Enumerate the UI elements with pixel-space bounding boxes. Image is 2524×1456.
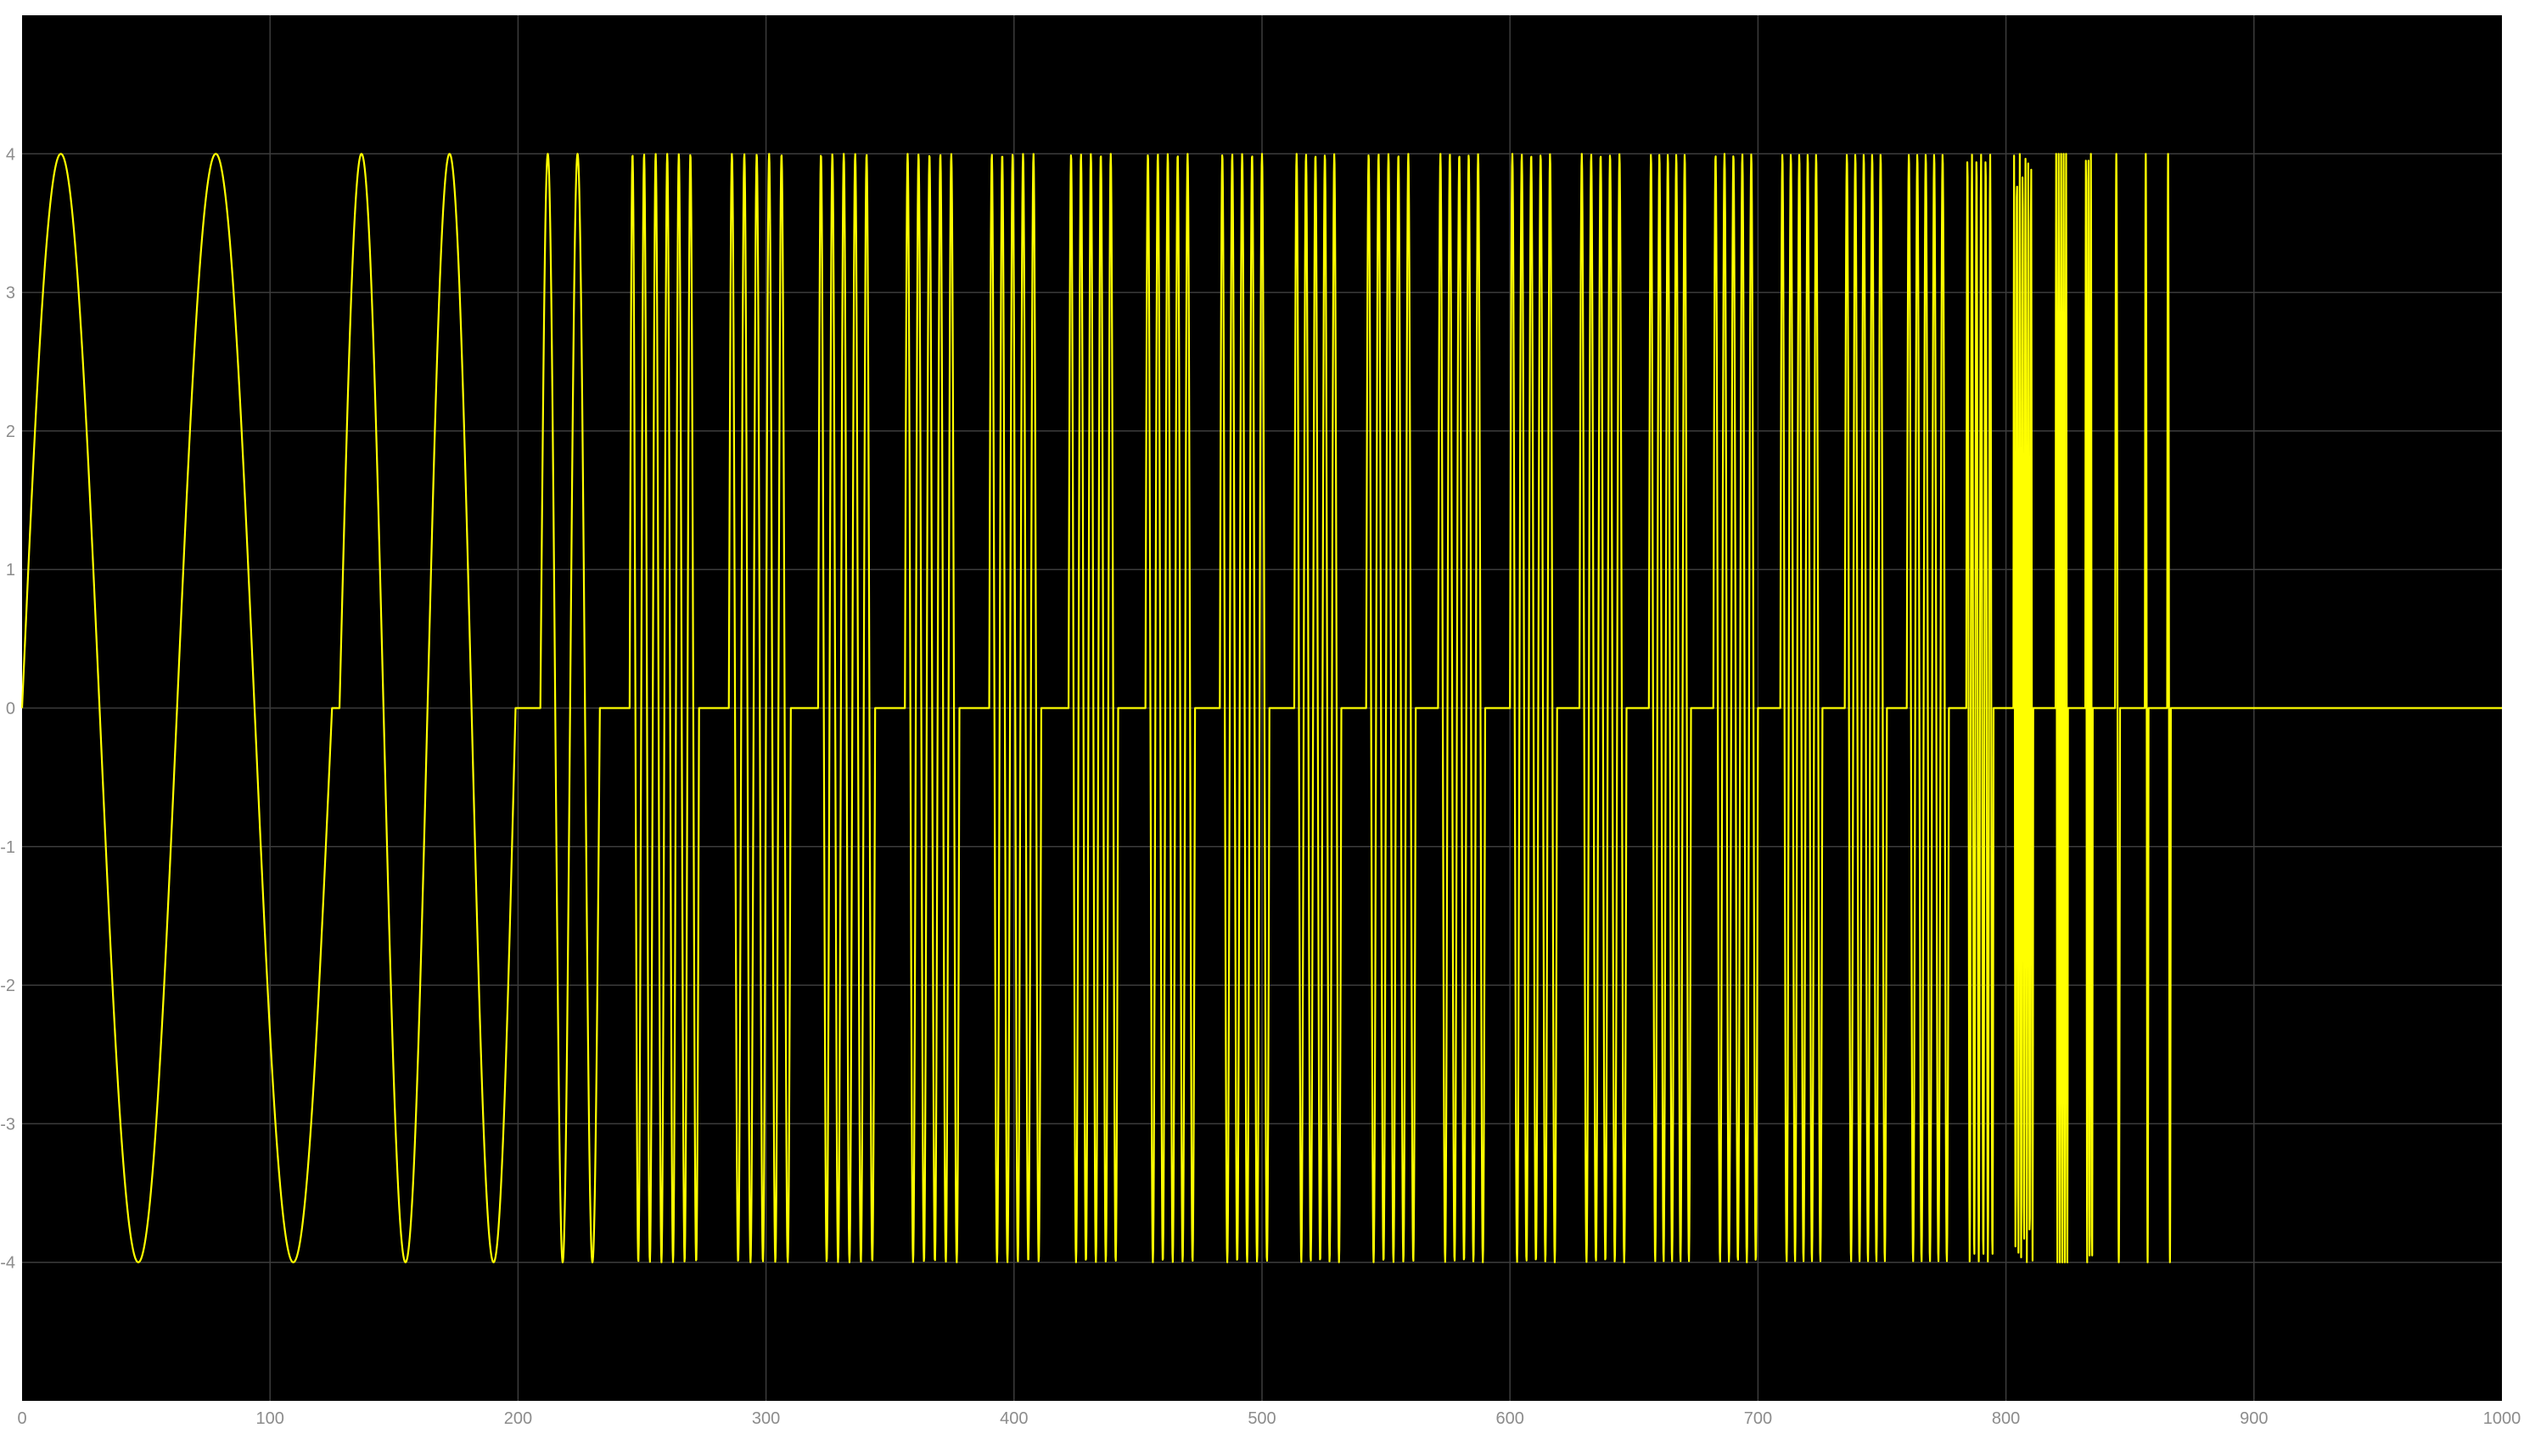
y-tick-label: -4 [0,1254,15,1273]
y-tick-label: 3 [6,284,15,303]
x-tick-label: 500 [1248,1409,1276,1428]
x-tick-label: 600 [1496,1409,1524,1428]
x-tick-label: 1000 [2483,1409,2521,1428]
x-tick-label: 400 [1000,1409,1028,1428]
y-axis-ticks: -4 -3 -2 -1 0 1 2 3 4 [0,145,15,1272]
x-tick-label: 700 [1744,1409,1772,1428]
x-axis-ticks: 0 100 200 300 400 500 600 700 800 900 1000 [17,1409,2521,1428]
y-tick-label: -1 [0,838,15,857]
signal-line [20,153,2502,1263]
x-tick-label: 0 [17,1409,26,1428]
x-tick-label: 300 [752,1409,780,1428]
y-tick-label: 0 [6,700,15,719]
y-tick-label: -3 [0,1115,15,1134]
x-tick-label: 200 [504,1409,532,1428]
y-tick-label: 1 [6,561,15,580]
x-tick-label: 900 [2240,1409,2268,1428]
signal-trace [20,153,2502,1263]
x-tick-label: 100 [256,1409,284,1428]
y-tick-label: 4 [6,145,15,164]
y-tick-label: 2 [6,423,15,441]
x-tick-label: 800 [1992,1409,2020,1428]
y-tick-label: -2 [0,977,15,995]
